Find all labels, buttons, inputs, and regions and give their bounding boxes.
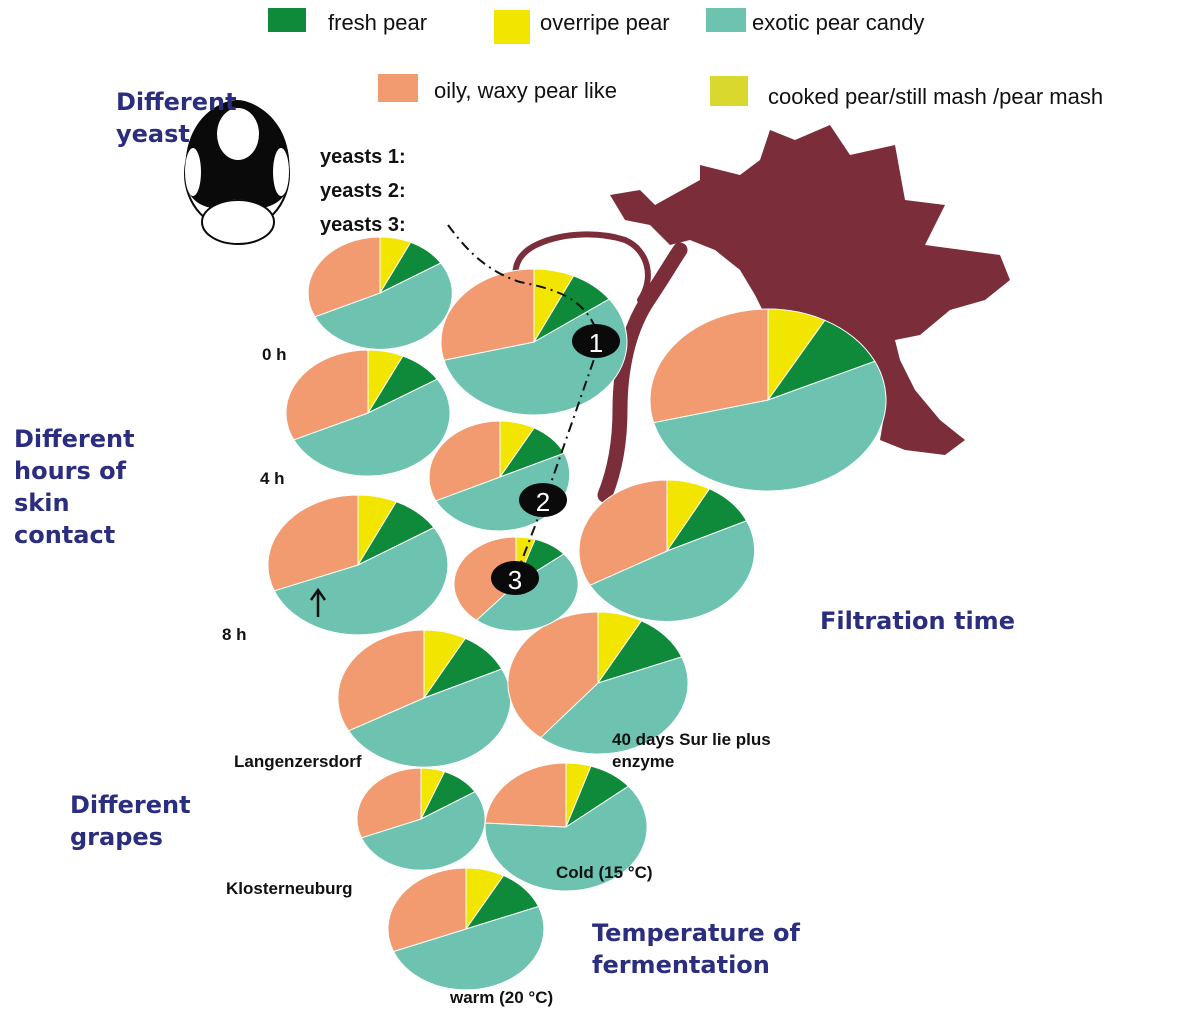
- label-warm: warm (20 °C): [449, 988, 553, 1007]
- svg-text:2: 2: [536, 487, 550, 517]
- pie-slice-oily: [440, 268, 535, 361]
- legend-swatch-oily: [378, 74, 418, 102]
- pie-slice-oily: [453, 536, 517, 621]
- label-8h: 8 h: [222, 625, 247, 644]
- heading-grapes: Different grapes: [70, 791, 199, 851]
- pie-slice-exotic: [653, 360, 887, 492]
- pie-40-days-sur-lie-plus-enzyme: [507, 611, 689, 755]
- vine-stem: [597, 242, 688, 503]
- pie-slice-exotic: [293, 378, 451, 477]
- pie-8-h: [267, 494, 449, 636]
- pie-slice-oily: [387, 867, 467, 953]
- legend: fresh pear overripe pear exotic pear can…: [268, 8, 1103, 109]
- legend-label-overripe: overripe pear: [540, 10, 670, 35]
- legend-swatch-overripe: [494, 10, 530, 44]
- pie-slice-exotic: [539, 656, 689, 755]
- pie-slice-oily: [337, 629, 425, 732]
- pie-warm-20-c-: [387, 867, 545, 991]
- label-sur-lie-1: 40 days Sur lie plus: [612, 730, 771, 749]
- marker-1: 1: [572, 324, 620, 358]
- pie-slice-oily: [578, 479, 668, 586]
- label-langenzersdorf: Langenzersdorf: [234, 752, 362, 771]
- legend-label-cooked: cooked pear/still mash /pear mash: [768, 84, 1103, 109]
- pie-cold-15-c-: [484, 762, 648, 892]
- pie-slice-oily: [484, 762, 567, 828]
- pie-slice-exotic: [589, 520, 756, 622]
- legend-label-oily: oily, waxy pear like: [434, 78, 617, 103]
- label-klosterneuburg: Klosterneuburg: [226, 879, 353, 898]
- svg-text:3: 3: [508, 565, 522, 595]
- heading-filtration: Filtration time: [820, 607, 1015, 635]
- svg-text:1: 1: [589, 328, 603, 358]
- yeast-icon: [184, 100, 290, 245]
- yeast-label-1: yeasts 1:: [320, 146, 406, 168]
- legend-label-exotic: exotic pear candy: [752, 10, 924, 35]
- pie-slice-oily: [285, 349, 369, 441]
- pie-slice-oily: [356, 767, 422, 839]
- pie-slice-oily: [428, 420, 501, 502]
- pie-slice-oily: [507, 611, 599, 739]
- vine-tendril: [512, 231, 651, 303]
- pie-slice-oily: [649, 308, 769, 424]
- pie-yeasts-3: [285, 349, 451, 477]
- legend-label-fresh: fresh pear: [328, 10, 427, 35]
- yeast-label-2: yeasts 2:: [320, 180, 406, 202]
- pie-klosterneuburg: [356, 767, 486, 871]
- pie-slice-exotic: [392, 905, 545, 991]
- pie-slice-oily: [307, 236, 381, 318]
- legend-swatch-fresh: [268, 8, 306, 32]
- pie-slice-fresh: [766, 319, 876, 402]
- pie-slice-exotic: [360, 791, 486, 871]
- pie-langenzersdorf: [337, 629, 512, 768]
- up-arrow-icon: [309, 587, 327, 617]
- label-sur-lie-2: enzyme: [612, 752, 674, 771]
- heading-temperature: Temperature of fermentation: [592, 919, 808, 979]
- pie-yeasts-1: [307, 236, 453, 350]
- label-0h: 0 h: [262, 345, 287, 364]
- pie-filtration-2: [578, 479, 756, 622]
- pie-slice-exotic: [314, 262, 453, 350]
- marker-3: 3: [491, 561, 539, 595]
- pie-slice-exotic: [484, 785, 648, 892]
- legend-swatch-exotic: [706, 8, 746, 32]
- heading-skin-contact: Different hours of skin contact: [14, 425, 143, 549]
- heading-yeast: Different yeast: [116, 88, 245, 148]
- pie-slice-oily: [267, 494, 359, 592]
- vine-leaf: [610, 125, 1010, 455]
- pie-filtration-1: [649, 308, 887, 492]
- label-4h: 4 h: [260, 469, 285, 488]
- legend-swatch-cooked: [710, 76, 748, 106]
- marker-2: 2: [519, 483, 567, 517]
- yeast-label-3: yeasts 3:: [320, 214, 406, 236]
- label-cold: Cold (15 °C): [556, 863, 653, 882]
